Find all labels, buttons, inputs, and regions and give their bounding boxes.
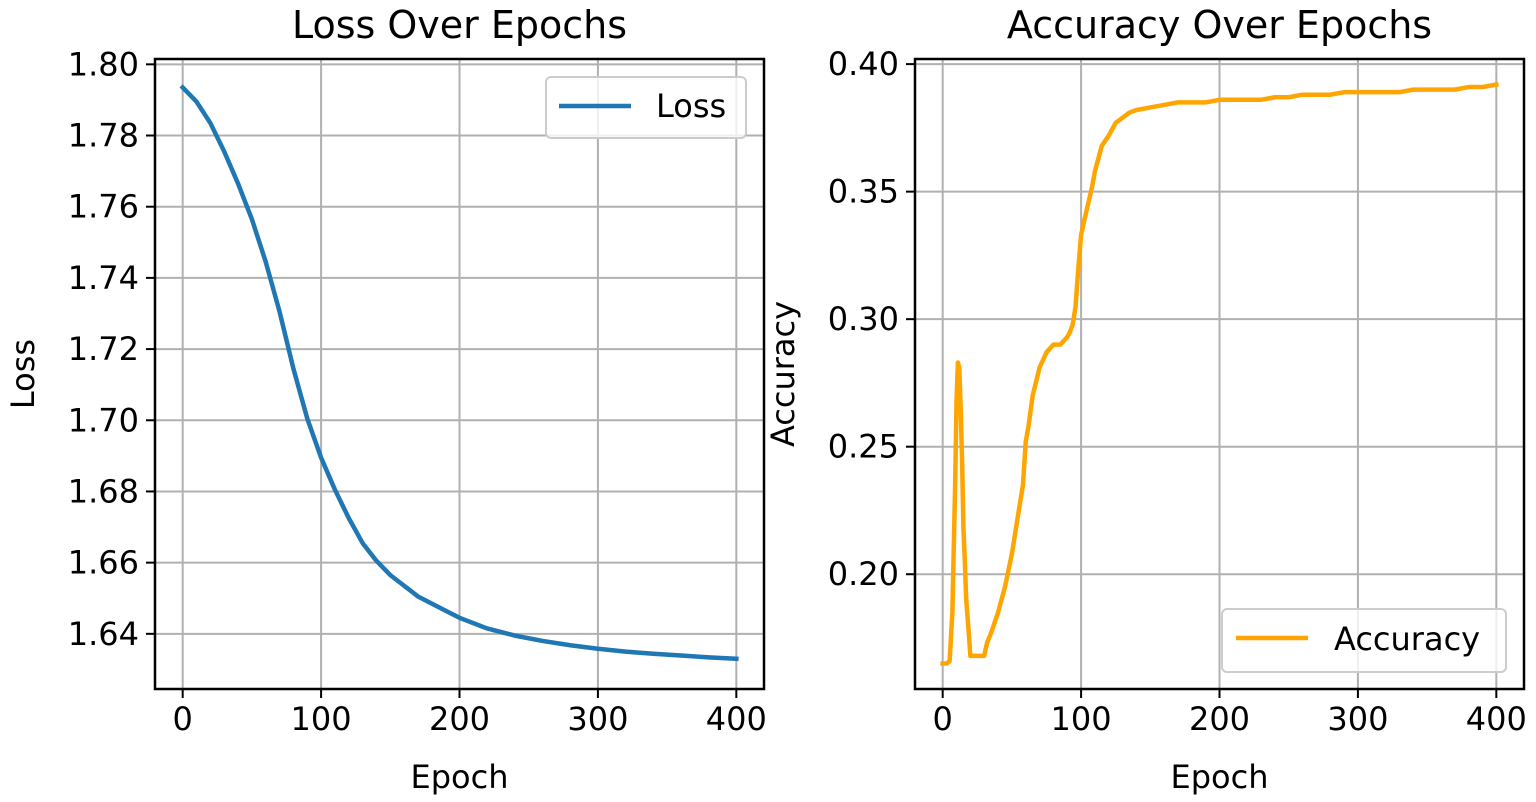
accuracy-y-tick-label: 0.35 [828,173,899,211]
accuracy-x-ticks: 0 100 200 300 400 [933,689,1527,738]
accuracy-y-tick-label: 0.30 [828,300,899,338]
accuracy-y-axis-label: Accuracy [764,301,802,447]
loss-x-axis-label: Epoch [411,758,509,796]
loss-y-tick-label: 1.78 [68,117,139,155]
loss-x-tick-label: 0 [173,700,193,738]
accuracy-line [940,81,1499,666]
loss-gridlines [155,59,764,689]
accuracy-y-ticks: 0.20 0.25 0.30 0.35 0.40 [828,45,915,593]
loss-y-tick-label: 1.80 [68,45,139,83]
loss-y-ticks: 1.64 1.66 1.68 1.70 1.72 1.74 1.76 1.78 1.80 [68,45,155,653]
accuracy-legend-box [1221,608,1507,673]
loss-x-tick-label: 100 [291,700,352,738]
loss-x-tick-label: 300 [567,700,628,738]
accuracy-x-tick-label: 0 [933,700,953,738]
loss-x-tick-label: 200 [429,700,490,738]
accuracy-x-tick-label: 400 [1466,700,1527,738]
loss-line [179,84,739,662]
loss-x-tick-label: 400 [706,700,767,738]
loss-legend: Loss [545,76,747,139]
loss-y-tick-label: 1.70 [68,401,139,439]
accuracy-x-tick-label: 200 [1189,700,1250,738]
loss-y-tick-label: 1.72 [68,330,139,368]
accuracy-legend-label: Accuracy [1334,620,1480,658]
loss-legend-box [545,76,747,139]
loss-y-tick-label: 1.64 [68,615,139,653]
loss-y-tick-label: 1.76 [68,188,139,226]
loss-chart-title: Loss Over Epochs [292,3,627,47]
accuracy-y-tick-label: 0.20 [828,555,899,593]
accuracy-gridlines [915,59,1524,689]
loss-y-tick-label: 1.74 [68,259,139,297]
loss-series [179,84,739,662]
loss-y-axis-label: Loss [4,339,42,409]
accuracy-legend: Accuracy [1221,608,1507,673]
accuracy-y-tick-label: 0.40 [828,45,899,83]
accuracy-x-axis-label: Epoch [1171,758,1269,796]
loss-legend-label: Loss [656,87,726,125]
loss-chart: 0 100 200 300 400 1.641.661.681.701.721.741.… [4,3,767,796]
loss-y-tick-label: 1.66 [68,544,139,582]
accuracy-chart: 0 100 200 300 400 0.20 0.25 0.30 0.35 0.40 Accur… [764,3,1527,796]
accuracy-x-tick-label: 100 [1051,700,1112,738]
accuracy-y-tick-label: 0.25 [828,428,899,466]
accuracy-x-tick-label: 300 [1327,700,1388,738]
accuracy-chart-title: Accuracy Over Epochs [1007,3,1432,47]
accuracy-series [940,81,1499,666]
loss-x-ticks: 0 100 200 300 400 [173,689,767,738]
loss-y-tick-label: 1.68 [68,472,139,510]
